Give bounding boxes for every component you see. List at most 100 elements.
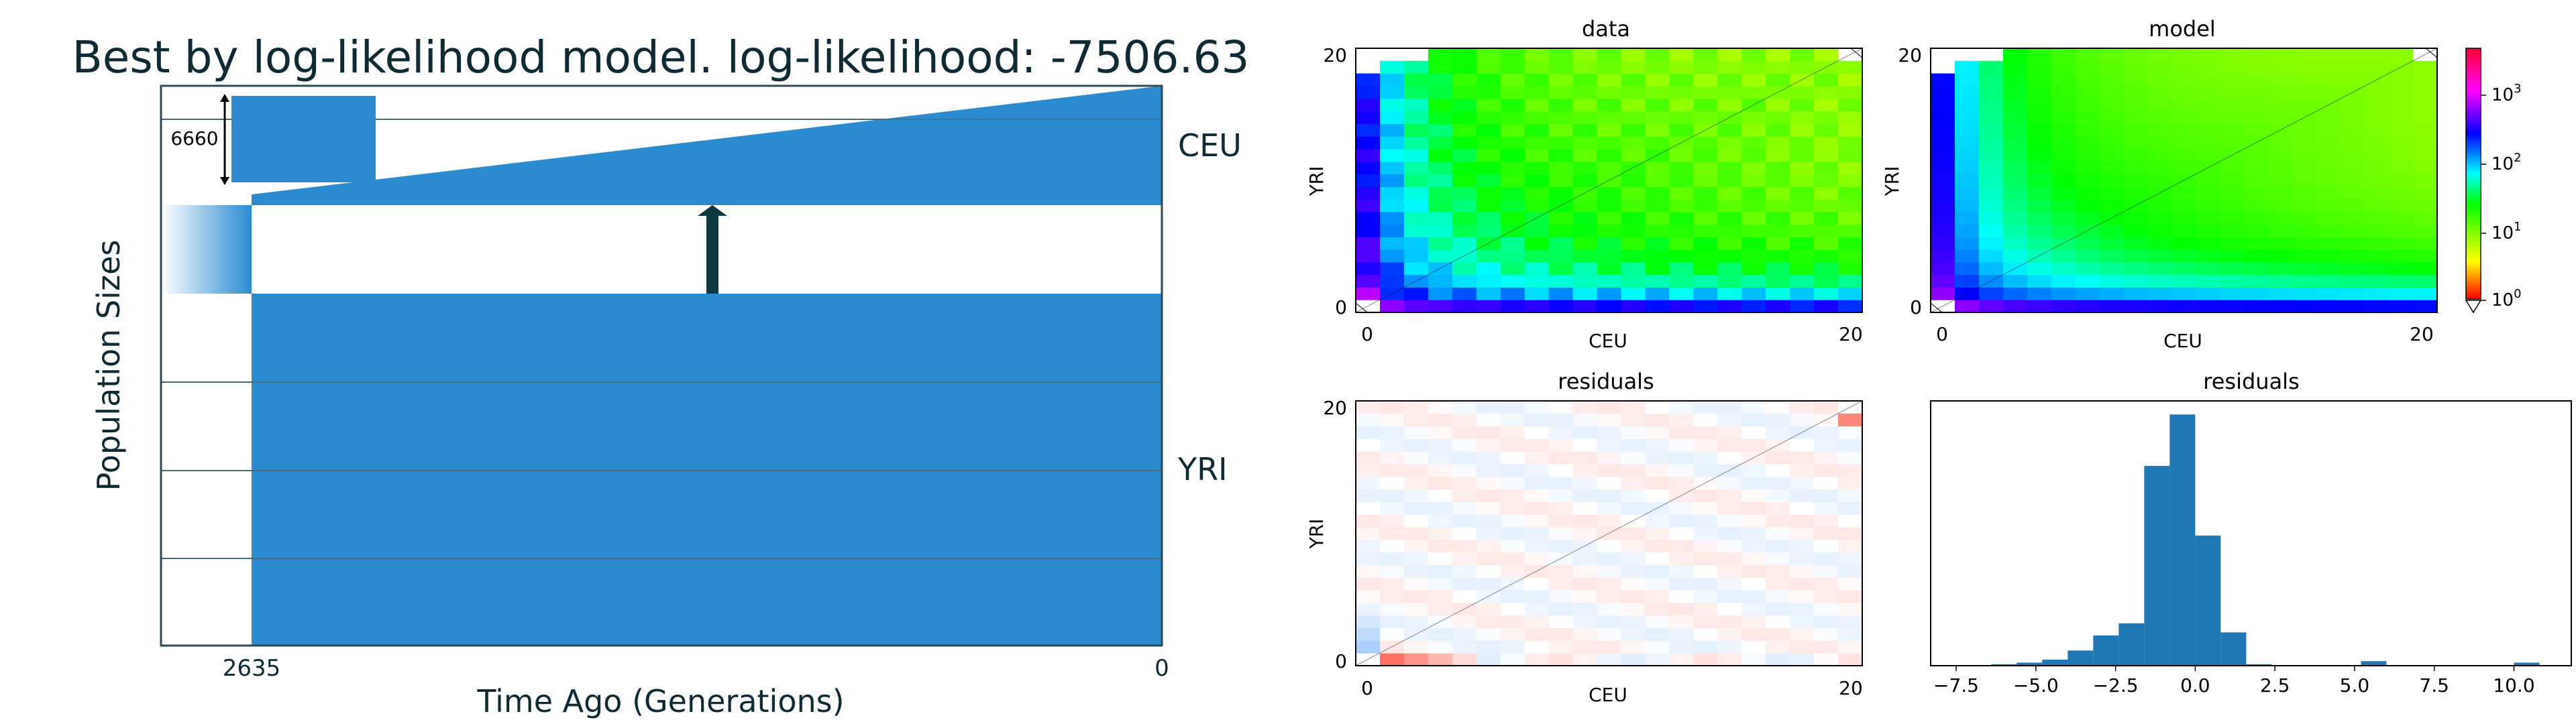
heatmap-cell: [1766, 99, 1790, 112]
heatmap-cell: [1645, 476, 1670, 490]
histogram-bar: [2118, 623, 2145, 666]
heatmap-cell: [1403, 174, 1429, 187]
heatmap-cell: [2389, 186, 2414, 200]
heatmap-cell: [2171, 136, 2196, 149]
heatmap-cell: [1452, 60, 1477, 74]
heatmap-cell: [1814, 514, 1839, 528]
heatmap-cell: [1645, 602, 1670, 616]
heatmap-cell: [1766, 48, 1790, 62]
heatmap-cell: [2244, 86, 2269, 99]
heatmap-cell: [1500, 577, 1525, 591]
heatmap-cell: [2196, 149, 2220, 162]
heatmap-cell: [1766, 136, 1790, 149]
heatmap-cell: [1597, 174, 1621, 187]
heatmap-cell: [1693, 123, 1718, 137]
heatmap-cell: [2292, 186, 2317, 200]
heatmap-cell: [2051, 211, 2076, 225]
heatmap-cell: [2244, 149, 2269, 162]
heatmap-cell: [1717, 615, 1742, 629]
heatmap-cell: [1403, 564, 1429, 578]
heatmap-cell: [2196, 224, 2220, 237]
heatmap-cell: [1621, 300, 1646, 313]
heatmap-cell: [1572, 136, 1598, 149]
model-diagonal: [1930, 48, 2438, 313]
heatmap-cell: [1931, 73, 1955, 86]
heatmap-cell: [1838, 627, 1863, 641]
heatmap-cell: [1838, 413, 1863, 427]
histogram-tick-label: 5.0: [2340, 674, 2370, 697]
heatmap-cell: [2027, 86, 2052, 99]
heatmap-cell: [2413, 300, 2438, 313]
heatmap-cell: [2147, 186, 2173, 200]
heatmap-cell: [1978, 86, 2004, 99]
heatmap-cell: [1621, 438, 1646, 452]
heatmap-cell: [1428, 73, 1453, 86]
histogram-x-ticks: −7.5 −5.0 −2.5 0.0 2.5 5.0 7.5 10.0: [1933, 666, 2535, 697]
heatmap-cell: [2002, 111, 2028, 125]
x-tick-present: 0: [1155, 655, 1169, 682]
heatmap-cell: [1814, 552, 1839, 566]
heatmap-cell: [2341, 123, 2365, 137]
heatmap-cell: [2244, 99, 2269, 112]
heatmap-cell: [1572, 149, 1598, 162]
colorbar-label-1000: 103: [2491, 82, 2522, 105]
heatmap-cell: [2075, 48, 2100, 62]
heatmap-cell: [2123, 249, 2149, 263]
heatmap-cell: [1954, 60, 1980, 74]
heatmap-cell: [1814, 590, 1839, 603]
heatmap-cell: [1693, 199, 1718, 213]
heatmap-cell: [2171, 300, 2196, 313]
heatmap-cell: [1548, 564, 1574, 578]
heatmap-cell: [1766, 60, 1790, 74]
heatmap-cell: [2075, 211, 2100, 225]
heatmap-cell: [1452, 627, 1477, 641]
heatmap-cell: [1693, 577, 1718, 591]
heatmap-cell: [1621, 274, 1646, 288]
heatmap-cell: [1524, 186, 1550, 200]
heatmap-cell: [1379, 451, 1405, 465]
heatmap-cell: [2220, 211, 2245, 225]
heatmap-cell: [1741, 640, 1766, 654]
heatmap-cell: [1669, 413, 1694, 427]
heatmap-cell: [1693, 564, 1718, 578]
heatmap-cell: [1597, 199, 1621, 213]
x-tick-split-time: 2635: [223, 655, 281, 682]
heatmap-cell: [1645, 300, 1670, 313]
data-x-tick-0: 0: [1361, 323, 1373, 345]
heatmap-cell: [1500, 174, 1525, 187]
heatmap-cell: [1669, 123, 1694, 137]
heatmap-cell: [1476, 111, 1501, 125]
heatmap-cell: [1693, 86, 1718, 99]
heatmap-cell: [1356, 261, 1381, 276]
heatmap-cell: [1717, 527, 1742, 540]
heatmap-cell: [2075, 99, 2100, 112]
heatmap-cell: [1645, 48, 1670, 62]
heatmap-cell: [1572, 653, 1598, 666]
heatmap-cell: [2147, 174, 2173, 187]
heatmap-cell: [1500, 464, 1525, 477]
heatmap-cell: [2220, 300, 2245, 313]
heatmap-cell: [1741, 237, 1766, 250]
heatmap-cell: [1954, 300, 1980, 313]
heatmap-cell: [1790, 401, 1815, 414]
heatmap-cell: [2389, 237, 2414, 250]
heatmap-cell: [2292, 199, 2317, 213]
histogram-bar: [2093, 635, 2119, 666]
heatmap-cell: [2075, 111, 2100, 125]
heatmap-cell: [1476, 211, 1501, 225]
heatmap-cell: [1717, 438, 1742, 452]
heatmap-cell: [1403, 186, 1429, 200]
heatmap-cell: [1548, 211, 1574, 225]
heatmap-cell: [1693, 161, 1718, 175]
heatmap-cell: [2027, 237, 2052, 250]
heatmap-cell: [1741, 438, 1766, 452]
histogram-bars: [1991, 414, 2540, 666]
heatmap-cell: [1838, 136, 1863, 149]
heatmap-cell: [1978, 199, 2004, 213]
heatmap-cell: [1379, 161, 1405, 175]
heatmap-cell: [2268, 60, 2293, 74]
heatmap-cell: [1524, 149, 1550, 162]
heatmap-cell: [1379, 149, 1405, 162]
heatmap-cell: [1814, 300, 1839, 313]
heatmap-cell: [1572, 615, 1598, 629]
